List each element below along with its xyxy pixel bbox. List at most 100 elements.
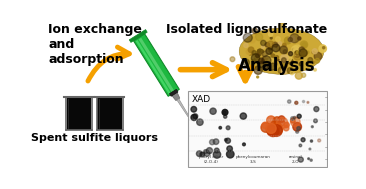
Circle shape: [206, 148, 212, 154]
Circle shape: [219, 126, 221, 129]
Circle shape: [300, 41, 308, 48]
Circle shape: [271, 120, 281, 130]
Circle shape: [280, 55, 288, 62]
Text: β-aryl ether
(2-O-4): β-aryl ether (2-O-4): [198, 155, 223, 164]
Circle shape: [308, 158, 309, 160]
Circle shape: [244, 43, 248, 48]
Circle shape: [261, 123, 270, 132]
Circle shape: [269, 46, 272, 50]
Circle shape: [227, 146, 232, 151]
Circle shape: [204, 150, 210, 156]
Circle shape: [293, 53, 296, 56]
Circle shape: [293, 116, 296, 119]
Circle shape: [290, 34, 299, 43]
Circle shape: [283, 43, 286, 47]
Circle shape: [297, 61, 300, 64]
Polygon shape: [171, 91, 180, 101]
Circle shape: [222, 109, 228, 115]
FancyBboxPatch shape: [187, 91, 327, 167]
Circle shape: [278, 116, 285, 122]
Circle shape: [283, 50, 287, 53]
Circle shape: [252, 28, 258, 34]
Circle shape: [278, 42, 282, 46]
Circle shape: [191, 106, 197, 112]
Circle shape: [284, 37, 291, 44]
Circle shape: [259, 58, 264, 64]
Circle shape: [314, 107, 319, 112]
Circle shape: [203, 150, 208, 153]
Circle shape: [319, 45, 326, 52]
Circle shape: [315, 58, 320, 63]
Circle shape: [290, 60, 291, 62]
Circle shape: [293, 49, 299, 55]
Circle shape: [288, 51, 292, 56]
Circle shape: [265, 43, 269, 47]
Circle shape: [284, 125, 289, 131]
Circle shape: [267, 125, 279, 137]
Circle shape: [276, 37, 280, 41]
Circle shape: [261, 53, 268, 60]
Circle shape: [282, 62, 286, 66]
Circle shape: [248, 47, 254, 53]
Circle shape: [279, 23, 285, 29]
Circle shape: [243, 33, 252, 42]
Circle shape: [311, 126, 313, 128]
Circle shape: [251, 56, 254, 59]
Circle shape: [268, 41, 274, 48]
Circle shape: [273, 48, 276, 51]
Circle shape: [273, 62, 277, 66]
Circle shape: [248, 51, 253, 55]
Circle shape: [314, 52, 322, 60]
Circle shape: [264, 52, 269, 57]
Circle shape: [243, 59, 249, 66]
Circle shape: [255, 33, 263, 41]
Circle shape: [294, 45, 301, 52]
Circle shape: [299, 144, 302, 147]
Circle shape: [278, 67, 285, 74]
Circle shape: [254, 66, 262, 74]
Circle shape: [310, 159, 312, 161]
Circle shape: [272, 123, 283, 134]
Circle shape: [273, 117, 280, 123]
Circle shape: [308, 58, 313, 62]
Circle shape: [283, 63, 287, 68]
Circle shape: [230, 57, 235, 62]
Ellipse shape: [239, 28, 324, 74]
Circle shape: [281, 68, 287, 74]
Polygon shape: [177, 99, 189, 117]
Circle shape: [301, 50, 307, 56]
Polygon shape: [129, 30, 147, 42]
Polygon shape: [169, 89, 178, 96]
Circle shape: [258, 50, 261, 52]
Circle shape: [278, 120, 285, 126]
Circle shape: [309, 148, 311, 150]
Circle shape: [299, 49, 307, 57]
Circle shape: [249, 37, 255, 43]
Circle shape: [297, 127, 300, 130]
Circle shape: [193, 114, 198, 119]
Circle shape: [262, 122, 268, 129]
Circle shape: [262, 51, 268, 57]
Circle shape: [307, 101, 309, 103]
Circle shape: [252, 51, 256, 55]
Circle shape: [191, 114, 197, 121]
Circle shape: [268, 58, 275, 66]
FancyBboxPatch shape: [67, 97, 92, 130]
Circle shape: [268, 124, 279, 134]
Circle shape: [225, 139, 227, 141]
Circle shape: [291, 117, 300, 127]
Circle shape: [312, 51, 314, 54]
Circle shape: [310, 140, 313, 142]
Circle shape: [214, 148, 219, 153]
Circle shape: [266, 48, 272, 54]
Text: phenylcoumaran
3-S: phenylcoumaran 3-S: [236, 155, 270, 164]
Circle shape: [267, 116, 276, 125]
Circle shape: [226, 126, 230, 130]
Circle shape: [307, 51, 309, 53]
Circle shape: [293, 122, 302, 131]
Circle shape: [258, 62, 264, 67]
Circle shape: [225, 138, 231, 143]
Text: Isolated lignosulfonate: Isolated lignosulfonate: [166, 23, 327, 36]
Circle shape: [291, 46, 299, 54]
Circle shape: [295, 72, 302, 79]
